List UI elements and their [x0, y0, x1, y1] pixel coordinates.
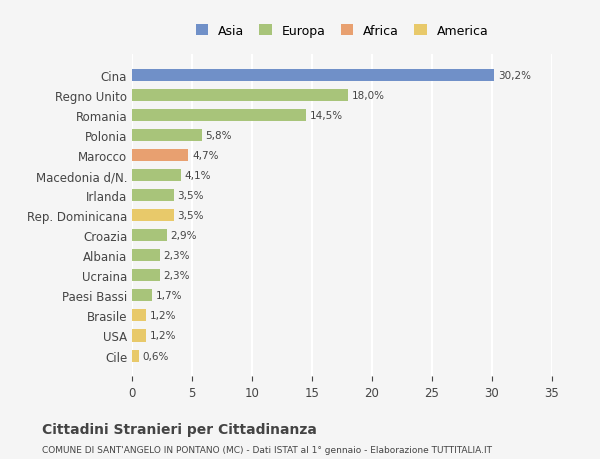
Text: 3,5%: 3,5%	[178, 211, 204, 221]
Bar	[132, 210, 174, 222]
Bar	[132, 130, 202, 142]
Bar	[132, 110, 306, 122]
Text: Cittadini Stranieri per Cittadinanza: Cittadini Stranieri per Cittadinanza	[42, 422, 317, 436]
Text: 2,9%: 2,9%	[170, 231, 197, 241]
Text: 1,2%: 1,2%	[150, 311, 176, 321]
Text: 3,5%: 3,5%	[178, 191, 204, 201]
Text: 2,3%: 2,3%	[163, 271, 190, 281]
Text: 2,3%: 2,3%	[163, 251, 190, 261]
Bar	[132, 330, 146, 342]
Bar	[132, 290, 152, 302]
Text: 1,2%: 1,2%	[150, 331, 176, 341]
Text: COMUNE DI SANT'ANGELO IN PONTANO (MC) - Dati ISTAT al 1° gennaio - Elaborazione : COMUNE DI SANT'ANGELO IN PONTANO (MC) - …	[42, 445, 492, 454]
Bar	[132, 310, 146, 322]
Text: 4,1%: 4,1%	[185, 171, 211, 181]
Bar	[132, 270, 160, 282]
Text: 1,7%: 1,7%	[156, 291, 182, 301]
Bar	[132, 250, 160, 262]
Bar	[132, 150, 188, 162]
Bar	[132, 170, 181, 182]
Text: 0,6%: 0,6%	[143, 351, 169, 361]
Text: 14,5%: 14,5%	[310, 111, 343, 121]
Bar	[132, 90, 348, 102]
Text: 4,7%: 4,7%	[192, 151, 218, 161]
Legend: Asia, Europa, Africa, America: Asia, Europa, Africa, America	[191, 20, 493, 43]
Bar	[132, 230, 167, 242]
Text: 18,0%: 18,0%	[352, 91, 385, 101]
Text: 30,2%: 30,2%	[498, 71, 531, 81]
Bar	[132, 70, 494, 82]
Bar	[132, 190, 174, 202]
Text: 5,8%: 5,8%	[205, 131, 232, 141]
Bar	[132, 350, 139, 362]
